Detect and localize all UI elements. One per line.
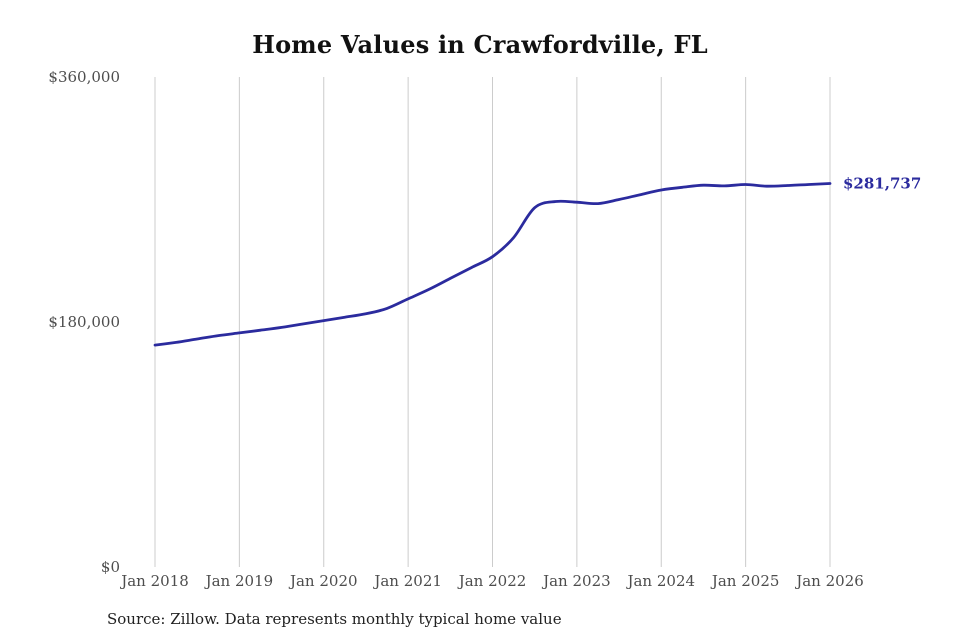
x-axis-tick-label: Jan 2021: [372, 572, 442, 590]
x-axis-tick-label: Jan 2020: [288, 572, 358, 590]
x-axis-tick-label: Jan 2019: [204, 572, 274, 590]
y-axis-tick-label: $0: [101, 558, 120, 576]
source-note: Source: Zillow. Data represents monthly …: [107, 610, 562, 628]
end-value-label: $281,737: [843, 175, 921, 193]
x-axis-tick-label: Jan 2026: [794, 572, 864, 590]
home-value-series-line: [153, 182, 832, 347]
y-axis-tick-label: $360,000: [48, 68, 120, 86]
x-axis-tick-label: Jan 2023: [541, 572, 611, 590]
x-axis-tick-label: Jan 2024: [625, 572, 695, 590]
y-axis-tick-label: $180,000: [48, 313, 120, 331]
x-axis-tick-label: Jan 2018: [119, 572, 189, 590]
x-axis-tick-label: Jan 2022: [457, 572, 527, 590]
chart-title: Home Values in Crawfordville, FL: [252, 30, 708, 59]
x-axis-tick-label: Jan 2025: [710, 572, 780, 590]
home-values-line-chart: $0 $180,000 $360,000 Jan 2018 Jan 2019 Jan 20…: [48, 68, 921, 590]
